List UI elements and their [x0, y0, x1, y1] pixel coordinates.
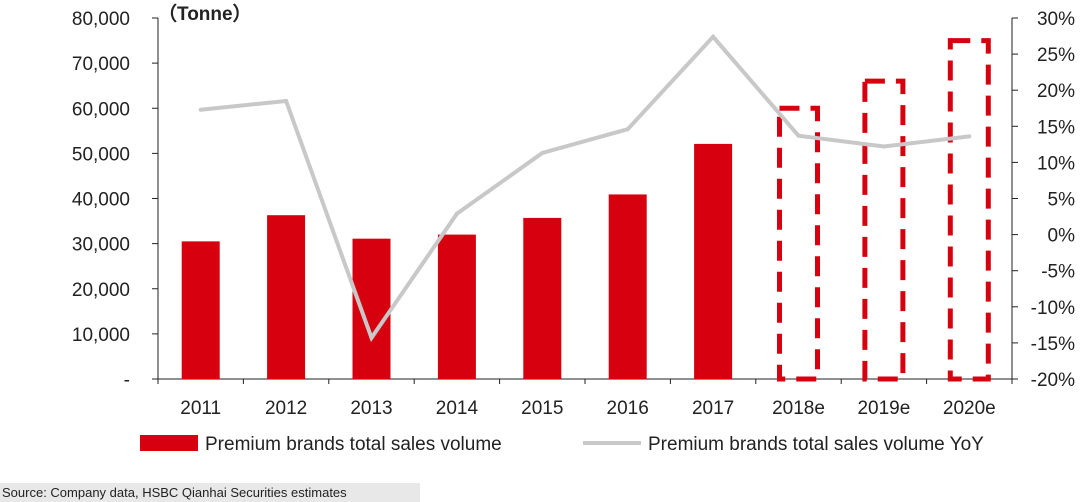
- x-axis-tick-label: 2020e: [943, 398, 996, 419]
- source-note: Source: Company data, HSBC Qianhai Secur…: [0, 483, 420, 502]
- yoy-point: [881, 144, 886, 149]
- right-axis-tick-label: 0%: [1048, 226, 1076, 247]
- left-axis-tick-label: 20,000: [72, 280, 130, 301]
- yoy-point: [540, 151, 545, 156]
- right-axis-tick-label: -15%: [1031, 334, 1075, 355]
- left-axis-tick-label: -: [124, 370, 130, 391]
- tick-labels: - 10,000 20,000 30,000 40,000 50,000 60,000 70,…: [72, 9, 1075, 419]
- bar: [181, 241, 220, 379]
- bar: [352, 238, 391, 379]
- yoy-point: [454, 211, 459, 216]
- x-axis-tick-label: 2013: [350, 398, 392, 419]
- legend-bar-label: Premium brands total sales volume: [205, 434, 502, 455]
- bar: [694, 143, 733, 379]
- x-axis-tick-label: 2019e: [857, 398, 910, 419]
- yoy-point: [711, 34, 716, 39]
- bar: [267, 215, 306, 379]
- left-axis-unit-label: （Tonne）: [158, 2, 252, 25]
- chart: （Tonne） - 10,000 20,000 30,000 40,000 50,000 6…: [72, 2, 1075, 455]
- left-axis-tick-label: 30,000: [72, 235, 130, 256]
- right-axis-tick-label: -20%: [1031, 370, 1075, 391]
- x-axis-tick-label: 2018e: [772, 398, 825, 419]
- right-axis-tick-label: -10%: [1031, 298, 1075, 319]
- line-series: [198, 33, 972, 343]
- yoy-point: [967, 134, 972, 139]
- estimated-bar: [947, 38, 991, 382]
- right-axis-tick-label: 20%: [1037, 81, 1075, 102]
- left-axis-tick-label: 40,000: [72, 190, 130, 211]
- estimated-bar: [777, 105, 820, 382]
- x-axis-tick-label: 2016: [607, 398, 649, 419]
- x-axis-tick-label: 2014: [436, 398, 479, 419]
- bar-series: [181, 38, 991, 382]
- left-axis-tick-label: 10,000: [72, 325, 130, 346]
- bar: [437, 234, 476, 379]
- yoy-point: [796, 133, 801, 138]
- right-axis-tick-label: 25%: [1037, 45, 1075, 66]
- left-axis-tick-label: 50,000: [72, 144, 130, 165]
- right-axis-tick-label: 30%: [1037, 9, 1075, 30]
- estimated-bar: [862, 78, 906, 382]
- bar: [608, 194, 647, 379]
- right-axis-tick-label: 15%: [1037, 117, 1075, 138]
- x-axis-tick-label: 2015: [521, 398, 563, 419]
- yoy-point: [625, 127, 630, 132]
- left-axis-tick-label: 70,000: [72, 54, 130, 75]
- yoy-point: [198, 107, 203, 112]
- legend-line-label: Premium brands total sales volume YoY: [648, 434, 984, 455]
- x-axis-tick-label: 2012: [265, 398, 307, 419]
- right-axis-tick-label: 10%: [1037, 153, 1075, 174]
- bar: [523, 217, 562, 379]
- left-axis-tick-label: 60,000: [72, 99, 130, 120]
- right-axis-tick-label: 5%: [1048, 190, 1076, 211]
- right-axis-tick-label: -5%: [1041, 262, 1075, 283]
- left-axis-tick-label: 80,000: [72, 9, 130, 30]
- yoy-point: [369, 335, 374, 340]
- legend: Premium brands total sales volume Premiu…: [140, 434, 984, 455]
- legend-bar-swatch: [140, 435, 198, 451]
- yoy-point: [284, 99, 289, 104]
- yoy-line: [200, 33, 970, 343]
- x-axis-tick-label: 2011: [180, 398, 221, 419]
- x-axis-tick-label: 2017: [692, 398, 734, 419]
